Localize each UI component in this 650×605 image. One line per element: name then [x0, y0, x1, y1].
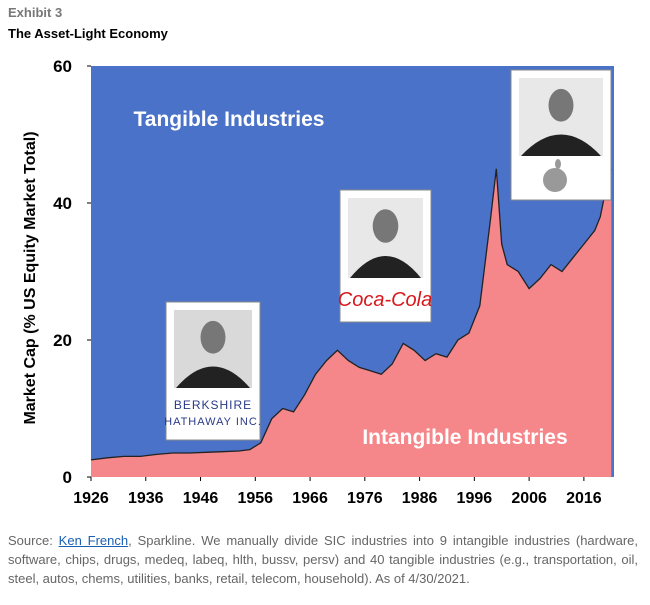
chart: Intangible Industries Tangible Industries…: [22, 57, 614, 507]
source-text: , Sparkline. We manually divide SIC indu…: [8, 533, 638, 586]
title: The Asset-Light Economy: [8, 26, 168, 41]
x-tick-label: 1966: [292, 490, 328, 507]
logo-text: Coca-Cola: [338, 289, 432, 311]
source-prefix: Source:: [8, 533, 53, 548]
area: [91, 168, 612, 478]
footnote: Source: Ken French, Sparkline. We manual…: [8, 531, 638, 588]
shoulders: [521, 134, 601, 156]
x-tick-label: 2006: [511, 490, 547, 507]
x-tick-label: 1996: [457, 490, 493, 507]
head: [548, 88, 574, 122]
apple-logo: [543, 168, 567, 192]
head: [200, 320, 226, 354]
logo-text: HATHAWAY INC.: [164, 416, 262, 428]
tangible-label: Tangible Industries: [134, 108, 325, 131]
exhibit: Exhibit 3: [8, 5, 63, 20]
y-tick-label: 60: [53, 57, 72, 76]
x-tick-label: 1926: [73, 490, 109, 507]
area-edge: [90, 168, 612, 461]
apple-leaf: [555, 159, 561, 169]
x-tick-label: 1956: [237, 490, 273, 507]
x-tick-label: 1946: [183, 490, 219, 507]
x-tick-label: 1936: [128, 490, 164, 507]
shoulders: [350, 256, 421, 278]
source-link[interactable]: Ken French: [58, 533, 129, 548]
y-tick-label: 0: [63, 468, 72, 487]
y-axis-label: Market Cap (% US Equity Market Total): [22, 131, 39, 424]
head: [372, 209, 399, 243]
shoulders: [176, 366, 250, 388]
x-tick-label: 1976: [347, 490, 383, 507]
y-tick-label: 20: [53, 331, 72, 350]
logo-text: BERKSHIRE: [174, 398, 252, 412]
series-label: Intangible Industries: [362, 426, 567, 449]
y-tick-label: 40: [53, 194, 72, 213]
x-tick-label: 1986: [402, 490, 438, 507]
x-tick-label: 2016: [566, 490, 602, 507]
